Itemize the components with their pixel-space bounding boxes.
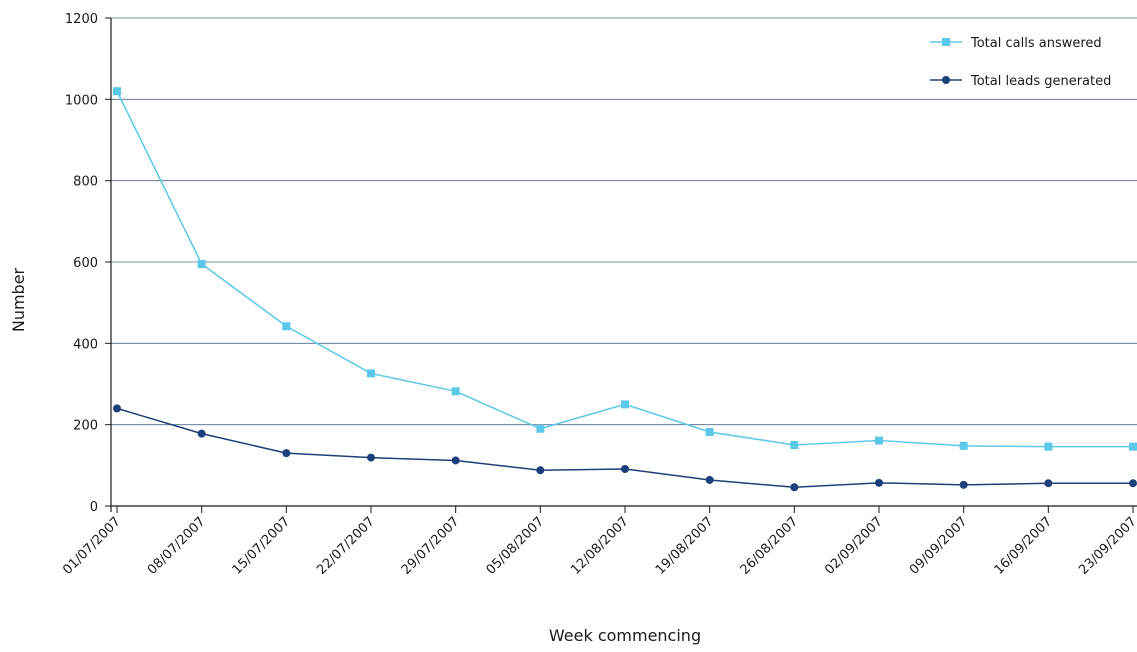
data-point <box>1044 442 1053 451</box>
y-tick-label: 0 <box>90 500 98 515</box>
legend-label: Total calls answered <box>970 36 1102 51</box>
data-point <box>1044 479 1053 488</box>
x-tick-label: 16/09/2007 <box>992 514 1056 578</box>
y-tick-label: 1200 <box>65 12 98 27</box>
series-line <box>116 407 1133 489</box>
series-line <box>116 90 1133 448</box>
legend-marker <box>942 38 950 46</box>
data-point <box>367 453 375 462</box>
x-tick-label: 05/08/2007 <box>484 514 548 578</box>
x-axis-title: Week commencing <box>549 626 701 645</box>
data-point <box>705 427 714 436</box>
x-tick-label: 08/07/2007 <box>145 514 209 578</box>
data-point <box>282 449 291 458</box>
y-tick-label: 200 <box>73 419 98 434</box>
data-point <box>536 466 545 475</box>
series-2 <box>113 404 1137 492</box>
y-axis-title: Number <box>9 267 28 332</box>
data-point <box>705 475 714 484</box>
x-tick-label: 15/07/2007 <box>230 514 294 578</box>
x-tick-label: 23/09/2007 <box>1076 514 1137 578</box>
x-tick-label: 02/09/2007 <box>822 514 886 578</box>
data-point <box>621 400 629 409</box>
data-point <box>113 87 121 96</box>
x-tick-label: 01/07/2007 <box>60 514 124 578</box>
data-point <box>367 369 375 378</box>
x-tick-label: 22/07/2007 <box>314 514 378 578</box>
data-point <box>790 441 799 449</box>
data-point <box>1129 479 1137 488</box>
data-point <box>1129 442 1137 451</box>
x-tick-label: 12/08/2007 <box>568 514 632 578</box>
series-group <box>113 87 1137 492</box>
legend-item-1: Total calls answered <box>930 36 1102 51</box>
x-tick-label: 26/08/2007 <box>738 514 802 578</box>
data-point <box>875 436 883 445</box>
data-point <box>113 404 121 413</box>
y-tick-label: 1000 <box>65 93 98 108</box>
legend: Total calls answered Total leads generate… <box>930 36 1111 89</box>
legend-item-2: Total leads generated <box>930 74 1111 89</box>
data-point <box>282 322 291 331</box>
data-point <box>959 480 968 489</box>
data-point <box>451 456 460 465</box>
x-tick-label: 09/09/2007 <box>907 514 971 578</box>
data-point <box>197 260 206 269</box>
data-point <box>875 478 883 487</box>
data-point <box>451 387 460 396</box>
x-tick-label: 29/07/2007 <box>399 514 463 578</box>
data-point <box>790 483 799 492</box>
legend-label: Total leads generated <box>970 74 1111 89</box>
y-tick-label: 400 <box>73 337 98 352</box>
x-tick-label: 19/08/2007 <box>653 514 717 578</box>
axes: 0 200 400 600 800 1000 1200 01/07/2007 08/07/200… <box>60 12 1137 578</box>
y-tick-label: 600 <box>73 256 98 271</box>
grid-lines <box>111 17 1137 507</box>
y-tick-label: 800 <box>73 175 98 190</box>
data-point <box>959 441 968 450</box>
data-point <box>197 429 206 438</box>
series-1 <box>113 87 1137 451</box>
legend-marker <box>942 76 950 84</box>
data-point <box>536 424 545 433</box>
data-point <box>621 464 629 473</box>
